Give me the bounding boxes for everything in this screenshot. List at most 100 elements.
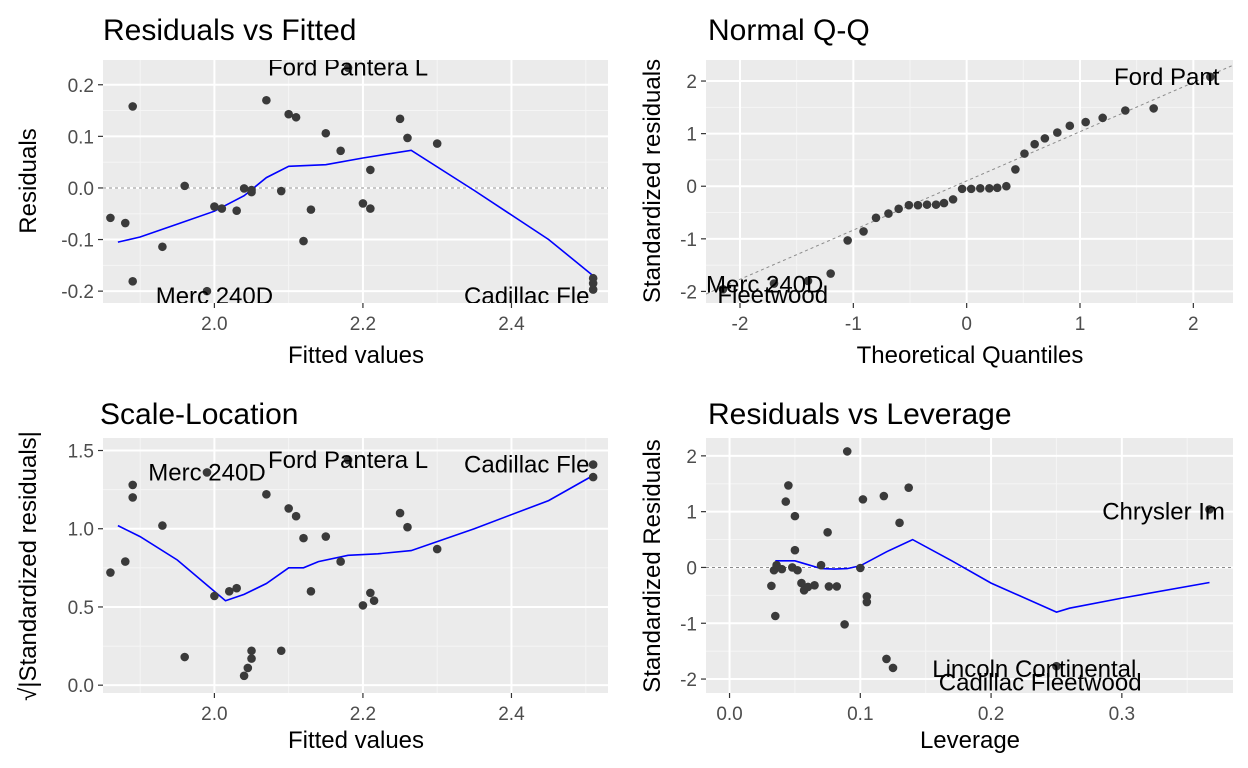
y-tick-label: 2 — [686, 447, 697, 468]
y-tick-label: -0.2 — [61, 282, 94, 303]
data-point — [871, 213, 881, 223]
data-point — [777, 564, 787, 574]
data-point — [336, 146, 345, 156]
point-label: Ford Pant — [1114, 64, 1220, 91]
y-tick-label: -2 — [680, 670, 697, 691]
data-point — [158, 521, 167, 530]
data-point — [180, 181, 189, 191]
y-tick-label: -0.1 — [61, 231, 94, 252]
data-point — [904, 200, 914, 210]
data-point — [262, 490, 271, 499]
panel-title: Normal Q-Q — [708, 14, 870, 47]
data-point — [1030, 139, 1039, 149]
data-point — [767, 581, 776, 591]
y-tick-label: -1 — [680, 230, 697, 251]
point-label: Fleetwood — [717, 282, 828, 309]
x-axis-title: Leverage — [920, 727, 1020, 754]
y-axis-title: √|Standardized residuals| — [15, 431, 42, 701]
x-tick-label: 2.2 — [350, 314, 376, 335]
data-point — [1065, 121, 1075, 131]
data-point — [588, 460, 598, 469]
data-point — [894, 204, 903, 214]
data-point — [358, 601, 368, 610]
data-point — [276, 646, 286, 656]
y-tick-label: 0.2 — [68, 76, 94, 97]
data-point — [992, 183, 1002, 193]
point-label: Ford Pantera L — [268, 55, 428, 82]
y-tick-label: -2 — [680, 282, 697, 303]
point-label: Merc 240D — [706, 272, 823, 299]
data-point — [966, 184, 976, 194]
smooth-line — [775, 538, 1210, 613]
x-tick-label: -1 — [845, 314, 862, 335]
data-point — [948, 195, 958, 204]
data-point — [291, 511, 301, 521]
plot-background — [103, 438, 608, 693]
y-axis-title: Standardized Residuals — [639, 439, 666, 693]
y-tick-label: 0.0 — [68, 179, 94, 200]
data-point — [120, 218, 130, 228]
data-point — [769, 279, 779, 288]
y-tick-label: 1.0 — [68, 520, 94, 541]
x-tick-label: 2.4 — [498, 314, 525, 335]
data-point — [395, 114, 405, 124]
y-tick-label: 0 — [686, 177, 697, 198]
data-point — [336, 557, 345, 566]
data-point — [810, 581, 819, 590]
data-point — [1081, 117, 1090, 127]
data-point — [882, 654, 891, 664]
data-point — [247, 654, 256, 663]
data-point — [239, 184, 249, 193]
data-point — [202, 286, 212, 296]
data-point — [790, 511, 800, 521]
data-point — [856, 563, 865, 573]
x-tick-label: 2 — [1188, 314, 1199, 335]
data-point — [299, 236, 308, 246]
data-point — [793, 565, 802, 575]
data-point — [823, 527, 832, 537]
data-point — [432, 139, 442, 148]
data-point — [975, 184, 985, 193]
data-point — [284, 109, 293, 119]
y-tick-label: -1 — [680, 614, 697, 635]
data-point — [343, 455, 353, 465]
point-label: Merc 240D — [148, 459, 265, 486]
point-label: Ford Pantera L — [268, 447, 428, 474]
y-tick-label: 0.0 — [68, 676, 94, 697]
x-tick-label: 0.2 — [978, 704, 1004, 725]
x-tick-label: 0 — [961, 314, 972, 335]
data-point — [803, 582, 813, 592]
y-tick-label: 0.1 — [68, 127, 94, 148]
data-point — [884, 209, 893, 218]
data-point — [128, 277, 138, 286]
data-point — [784, 481, 793, 490]
data-point — [366, 165, 375, 175]
point-label: Chrysler Im — [1102, 499, 1225, 526]
data-point — [895, 518, 904, 528]
panel-title: Residuals vs Leverage — [708, 398, 1012, 431]
y-tick-label: 0 — [686, 558, 697, 579]
data-point — [1052, 661, 1061, 671]
x-tick-label: 2.2 — [350, 704, 376, 725]
y-axis-title: Residuals — [15, 128, 42, 233]
x-axis-title: Fitted values — [288, 727, 424, 754]
data-point — [957, 184, 967, 194]
data-point — [128, 102, 138, 111]
data-point — [366, 588, 375, 598]
point-label: Merc 240D — [156, 283, 273, 310]
data-point — [588, 279, 598, 288]
data-point — [1053, 128, 1062, 137]
data-point — [247, 187, 256, 197]
data-point — [262, 95, 271, 105]
data-point — [306, 587, 316, 596]
x-tick-label: -2 — [732, 314, 749, 335]
data-point — [395, 508, 405, 518]
y-tick-label: 2 — [686, 72, 697, 93]
data-point — [1040, 134, 1050, 143]
data-point — [824, 582, 834, 591]
data-point — [888, 663, 898, 673]
point-label: Lincoln Continental — [932, 656, 1136, 683]
